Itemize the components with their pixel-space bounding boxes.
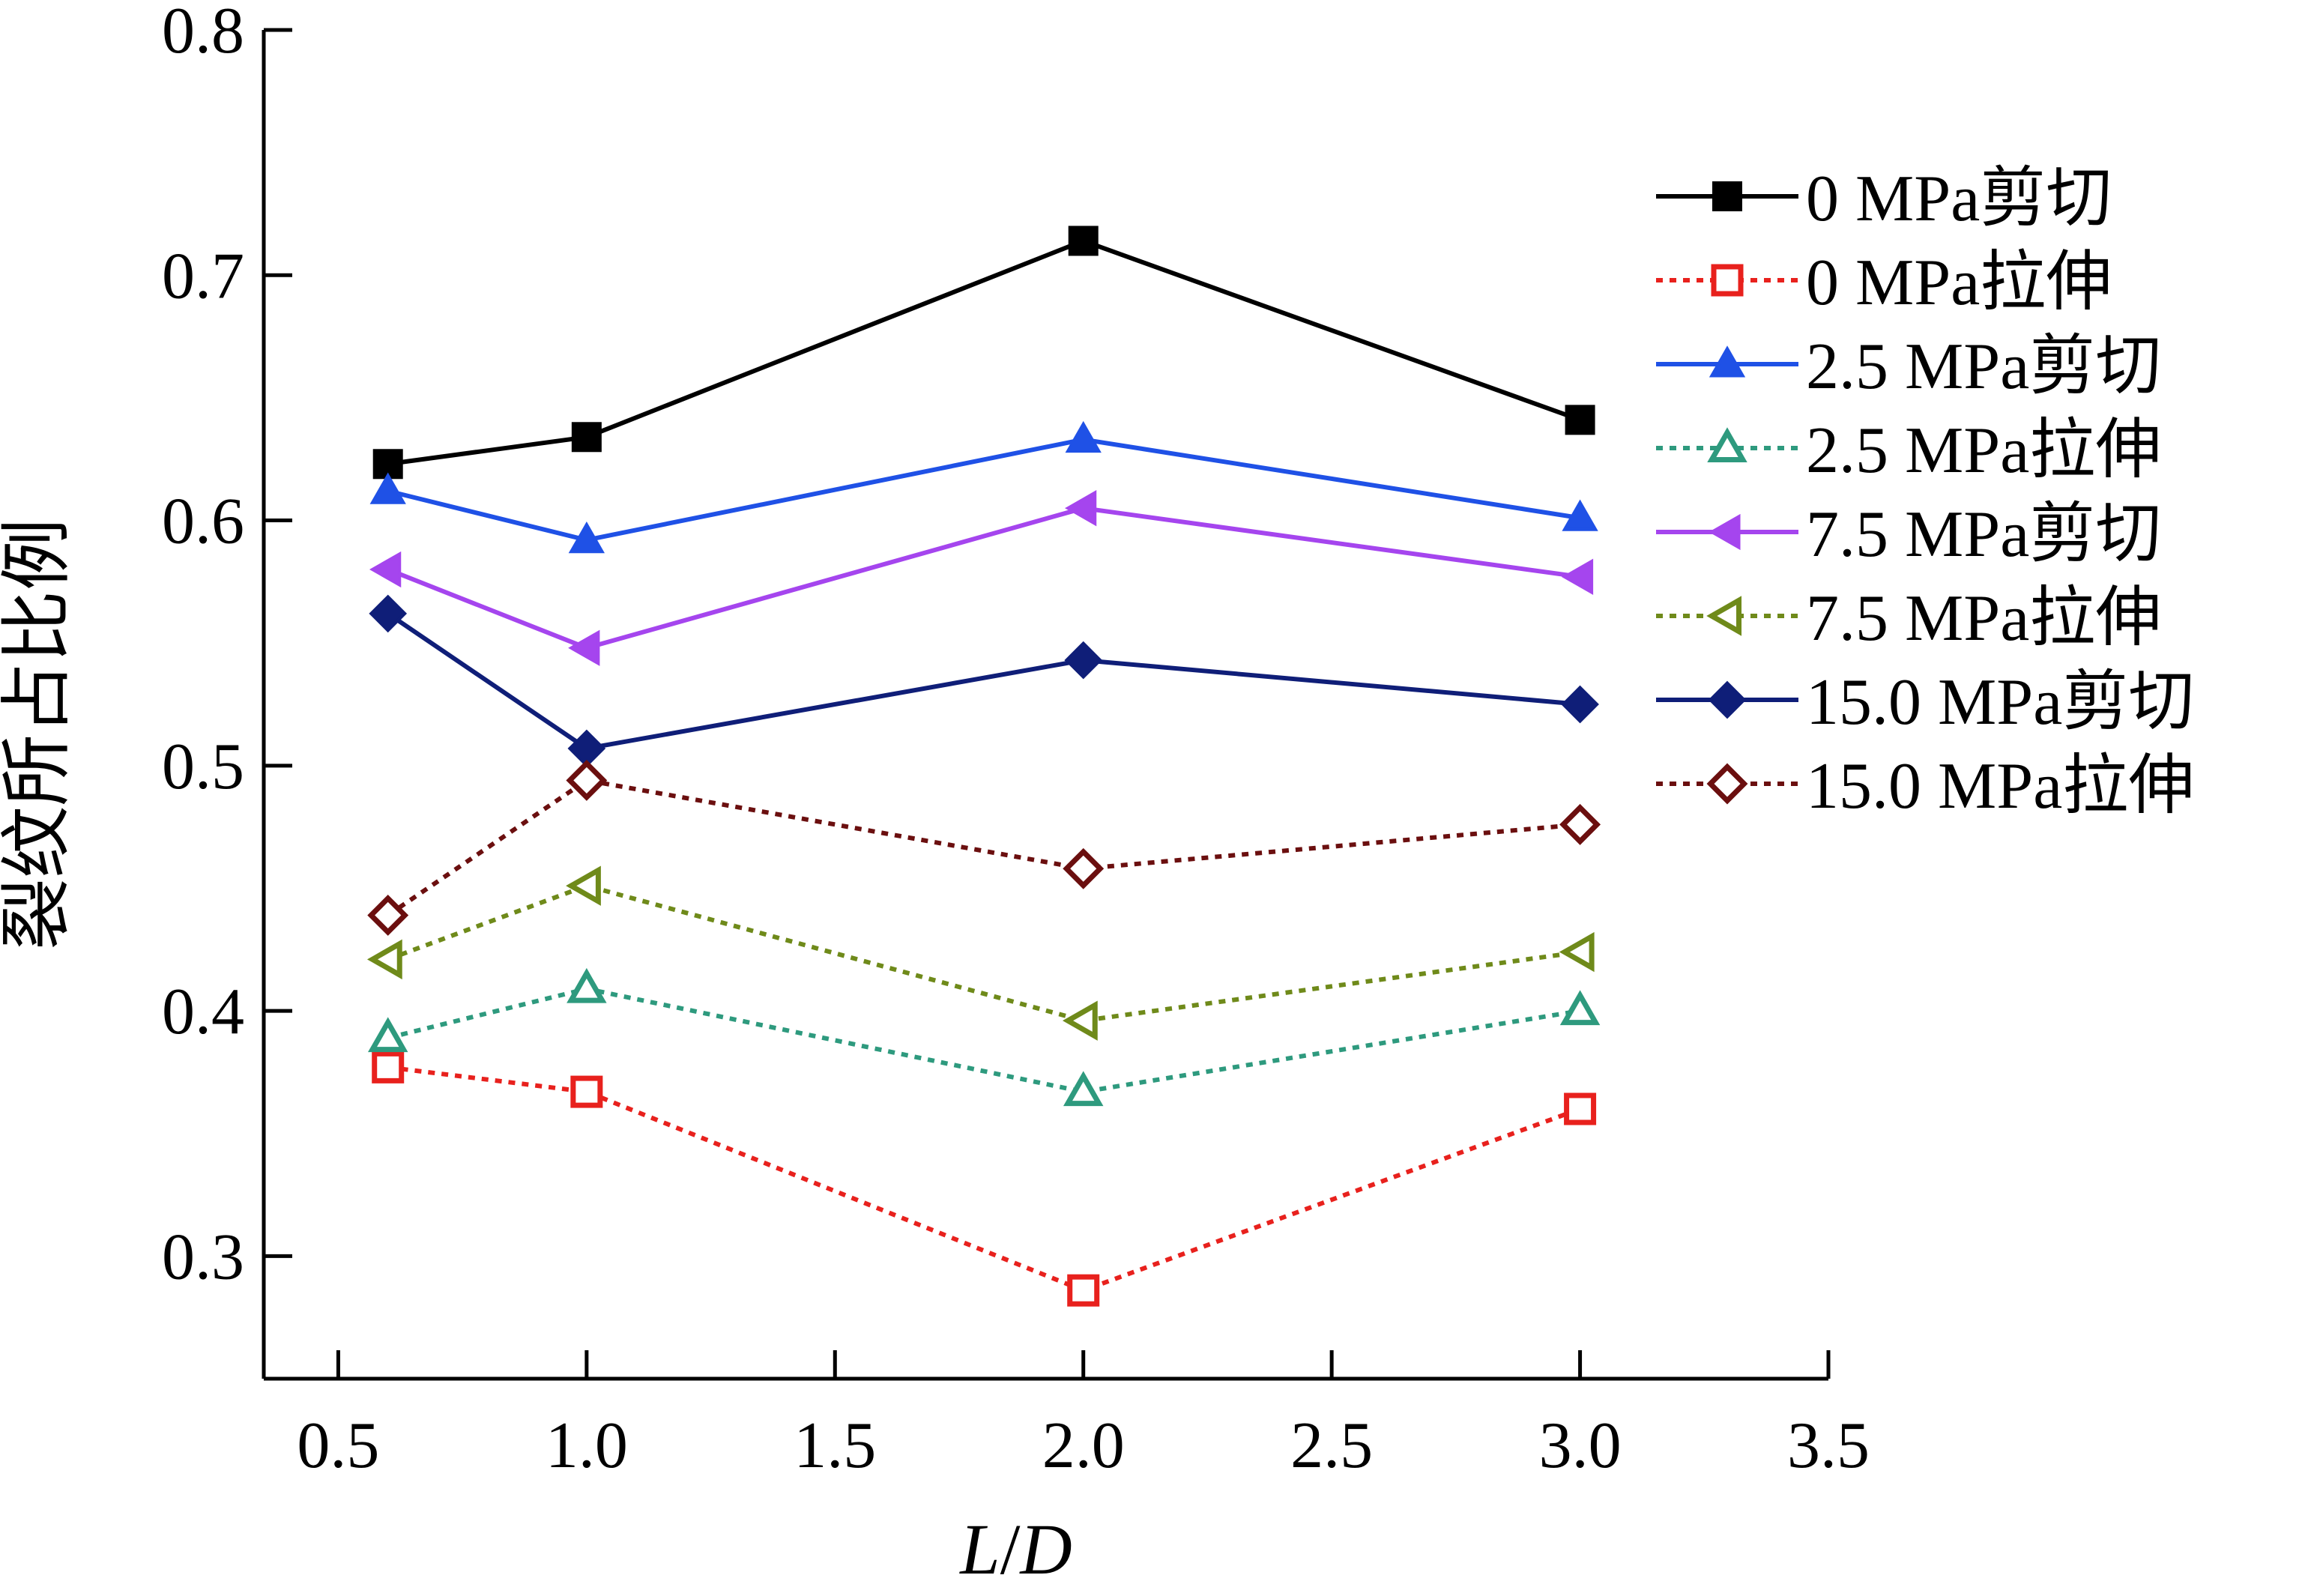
x-tick-label: 0.5	[297, 1409, 379, 1482]
legend-label: 15.0 MPa拉伸	[1806, 750, 2194, 823]
data-point	[568, 629, 600, 666]
legend-marker	[1709, 513, 1741, 551]
data-point	[566, 760, 608, 801]
x-axis-title-part: D	[1018, 1509, 1072, 1589]
data-point	[369, 594, 408, 633]
legend-item: 7.5 MPa剪切	[1656, 498, 2161, 571]
legend-label: 2.5 MPa剪切	[1806, 330, 2161, 403]
x-axis-title-part: /	[1000, 1509, 1021, 1589]
axes	[262, 30, 1828, 1381]
legend-item: 2.5 MPa拉伸	[1656, 414, 2161, 487]
data-point	[568, 521, 605, 554]
data-point	[367, 1017, 408, 1053]
legend-item: 15.0 MPa剪切	[1656, 666, 2194, 739]
y-tick-label: 0.7	[162, 240, 244, 312]
legend-marker	[1712, 181, 1742, 211]
y-tick-label: 0.3	[162, 1221, 244, 1293]
data-point	[1559, 931, 1595, 973]
legend-label: 15.0 MPa剪切	[1806, 666, 2194, 739]
series-line	[387, 238, 1581, 467]
data-point	[1561, 685, 1599, 724]
series-line	[387, 986, 1581, 1095]
data-point	[1565, 405, 1595, 435]
data-point	[1067, 1274, 1100, 1307]
series-line	[387, 1065, 1581, 1293]
x-tick-label: 2.0	[1042, 1409, 1125, 1482]
y-tick-label: 0.4	[162, 976, 244, 1048]
y-tick-label: 0.8	[162, 0, 244, 67]
series-5	[369, 490, 1594, 666]
series-7	[369, 594, 1599, 768]
data-point	[567, 967, 607, 1003]
legend-marker	[1708, 680, 1747, 719]
data-point	[1559, 990, 1601, 1026]
series-8	[367, 760, 1601, 936]
legend-label: 2.5 MPa拉伸	[1806, 414, 2161, 487]
series-1	[372, 226, 1595, 480]
data-point	[367, 895, 409, 936]
x-axis-title: L/D	[958, 1509, 1072, 1589]
data-point	[1068, 226, 1099, 256]
y-axis-title: 裂纹所占比例	[0, 519, 77, 950]
data-point	[1559, 803, 1601, 845]
series-layer	[366, 226, 1601, 1307]
x-tick-label: 1.0	[546, 1409, 628, 1482]
series-line	[387, 506, 1580, 650]
legend-marker	[1706, 596, 1742, 636]
series-line	[387, 611, 1580, 751]
legend-marker	[1706, 763, 1748, 805]
data-point	[1062, 1000, 1098, 1041]
series-6	[366, 865, 1595, 1041]
legend-label: 7.5 MPa剪切	[1806, 498, 2161, 571]
legend-item: 15.0 MPa拉伸	[1656, 750, 2194, 823]
legend-item: 2.5 MPa剪切	[1656, 330, 2161, 403]
series-3	[369, 420, 1598, 554]
x-tick-label: 3.0	[1539, 1409, 1622, 1482]
data-point	[1065, 420, 1102, 453]
y-ticks: 0.3 0.4 0.5 0.6 0.7 0.8	[162, 0, 292, 1293]
x-tick-label: 1.5	[794, 1409, 876, 1482]
legend-item: 0 MPa剪切	[1656, 163, 2112, 235]
legend-item: 7.5 MPa拉伸	[1656, 582, 2161, 655]
legend-label: 0 MPa拉伸	[1806, 247, 2112, 319]
series-line	[387, 437, 1581, 542]
y-tick-label: 0.5	[162, 731, 244, 803]
legend-marker	[1709, 345, 1746, 378]
data-point	[566, 865, 601, 906]
legend: 0 MPa剪切 0 MPa拉伸 2.5 MPa剪切 2.5 MPa拉伸 7.5 MPa剪…	[1656, 163, 2194, 823]
data-point	[1064, 641, 1103, 680]
data-point	[1063, 847, 1105, 889]
legend-label: 7.5 MPa拉伸	[1806, 582, 2161, 655]
data-point	[1562, 499, 1598, 531]
data-point	[1561, 558, 1594, 595]
series-2	[372, 1051, 1597, 1307]
data-point	[1064, 490, 1097, 527]
data-point	[570, 1075, 603, 1108]
x-axis-title-part: L	[958, 1509, 1000, 1589]
legend-marker	[1707, 427, 1747, 463]
data-point	[571, 422, 602, 453]
data-point	[369, 472, 406, 504]
legend-item: 0 MPa拉伸	[1656, 247, 2112, 319]
data-point	[1564, 1092, 1597, 1125]
legend-label: 0 MPa剪切	[1806, 163, 2112, 235]
x-tick-label: 2.5	[1290, 1409, 1373, 1482]
data-point	[372, 1051, 405, 1083]
data-point	[1063, 1071, 1104, 1107]
legend-marker	[1711, 264, 1744, 297]
y-tick-label: 0.6	[162, 486, 244, 558]
x-ticks: 0.5 1.0 1.5 2.0 2.5 3.0 3.5	[297, 1350, 1870, 1482]
data-point	[366, 939, 402, 980]
series-line	[387, 883, 1580, 1024]
series-4	[367, 967, 1601, 1107]
x-tick-label: 3.5	[1787, 1409, 1870, 1482]
data-point	[369, 551, 402, 588]
